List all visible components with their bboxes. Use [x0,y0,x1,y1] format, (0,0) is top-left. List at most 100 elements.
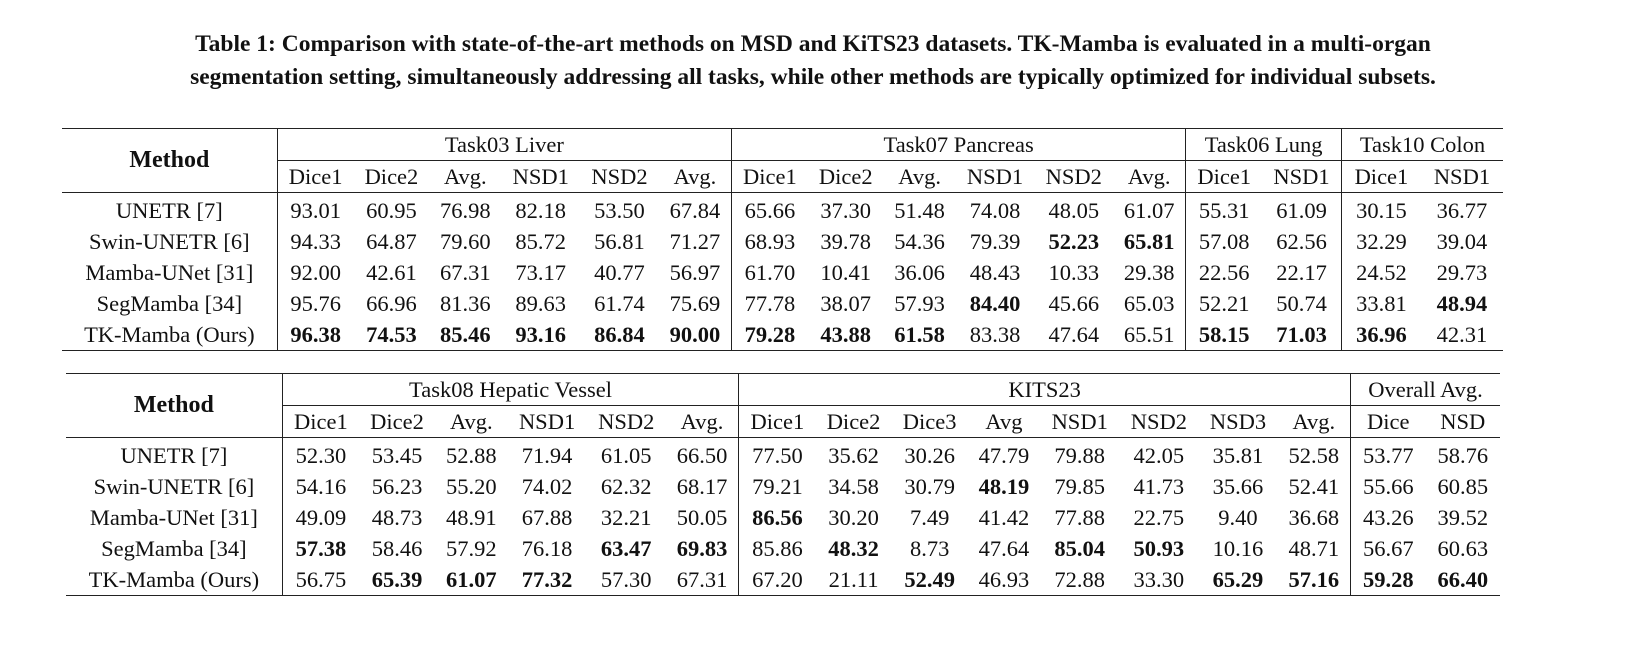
best-value: 36.96 [1356,322,1407,347]
method-header: Method [66,373,283,438]
table-cell: 9.40 [1218,505,1258,530]
table-cell: 58.46 [371,536,423,561]
best-value: 59.28 [1362,567,1414,592]
best-value: 93.16 [515,322,567,347]
column-header-row: Dice1 Dice2 Avg. NSD1 NSD2 Avg. Dice1 Dice2 Dice… [66,405,1500,438]
best-value: 61.07 [445,567,497,592]
table-cell: 92.00 [290,260,341,285]
table-cell: 68.93 [730,226,808,257]
table-cell: 54.16 [295,474,347,499]
table-cell: 57.38 [282,533,359,564]
best-value: 48.32 [828,536,879,561]
method-name: Mamba-UNet [31] [66,502,283,533]
method-name: Swin-UNETR [6] [62,226,278,257]
table-cell: 76.98 [440,198,491,223]
table-cell: 50.74 [1276,291,1327,316]
table-cell: 56.97 [669,260,721,285]
table-row: UNETR [7] 52.30 53.45 52.88 71.94 61.05 66.50 7… [66,437,1500,471]
table-cell: 62.32 [600,474,652,499]
table-cell: 85.46 [429,319,502,351]
table-cell: 65.66 [730,192,808,226]
table-cell: 24.52 [1340,257,1421,288]
table-cell: 66.40 [1425,564,1500,596]
table-cell: 62.56 [1276,229,1327,254]
table-cell: 58.15 [1185,319,1263,351]
table-cell: 67.84 [669,198,721,223]
table-cell: 48.32 [816,533,892,564]
table-row: Swin-UNETR [6] 94.33 64.87 79.60 85.72 56.81 7… [62,226,1503,257]
method-name: TK-Mamba (Ours) [62,319,278,351]
method-name: SegMamba [34] [62,288,278,319]
table-cell: 57.92 [445,536,497,561]
table-cell: 79.28 [730,319,808,351]
results-table-1: Method Task03 Liver Task07 Pancreas Task06 … [62,128,1503,351]
table-cell: 79.85 [1054,474,1105,499]
table-cell: 57.16 [1277,564,1351,596]
column-header: Dice1 [738,405,816,438]
table-cell: 42.05 [1133,443,1185,468]
table-cell: 69.83 [666,533,739,564]
table-cell: 10.16 [1212,536,1264,561]
best-value: 65.81 [1123,229,1175,254]
column-header: Avg. [883,160,956,193]
table-cell: 48.73 [371,505,423,530]
table-cell: 67.31 [665,564,739,596]
group-header: KITS23 [738,373,1351,406]
results-table-2: Method Task08 Hepatic Vessel KITS23 Overall… [66,373,1500,596]
table-cell: 93.01 [290,198,341,223]
table-cell: 67.20 [738,564,816,596]
table-cell: 36.68 [1288,505,1340,530]
table-cell: 52.88 [445,443,497,468]
table-cell: 65.51 [1113,319,1186,351]
table-cell: 85.04 [1040,533,1119,564]
table-cell: 55.20 [445,474,497,499]
table-cell: 39.04 [1436,229,1488,254]
table-cell: 61.07 [435,564,508,596]
table-cell: 74.02 [521,474,573,499]
group-header: Overall Avg. [1350,373,1500,406]
column-header: Avg. [658,160,732,193]
method-name: UNETR [7] [66,437,283,471]
column-header: NSD3 [1198,405,1278,438]
best-value: 79.28 [744,322,796,347]
table-cell: 77.50 [738,437,816,471]
table-cell: 42.61 [366,260,417,285]
table-cell: 30.20 [828,505,879,530]
best-value: 86.56 [752,505,803,530]
table-cell: 56.81 [594,229,645,254]
best-value: 43.88 [820,322,872,347]
method-name: Mamba-UNet [31] [62,257,278,288]
table-cell: 52.21 [1185,288,1263,319]
group-header: Task07 Pancreas [730,128,1186,161]
best-value: 84.40 [969,291,1021,316]
table-cell: 30.15 [1340,192,1421,226]
method-name: UNETR [7] [62,192,278,226]
table-cell: 50.93 [1119,533,1198,564]
table-cell: 65.39 [358,564,436,596]
column-header: Dice1 [730,160,808,193]
best-value: 50.93 [1133,536,1185,561]
table-cell: 61.70 [730,257,808,288]
table-cell: 30.26 [904,443,955,468]
table-cell: 79.39 [969,229,1021,254]
table-cell: 33.30 [1119,564,1199,596]
table-cell: 48.05 [1048,198,1100,223]
method-name: TK-Mamba (Ours) [66,564,283,596]
table-cell: 47.79 [978,443,1030,468]
table-cell: 29.38 [1123,260,1175,285]
column-header: Dice2 [807,160,884,193]
table-cell: 52.23 [1034,226,1113,257]
best-value: 61.58 [894,322,945,347]
table-cell: 47.64 [978,536,1030,561]
table-cell: 79.21 [738,471,816,502]
table-cell: 35.66 [1212,474,1264,499]
table-cell: 56.75 [282,564,359,596]
column-header: NSD2 [1119,405,1199,438]
table-cell: 68.17 [676,474,728,499]
table-cell: 81.36 [440,291,491,316]
table-cell: 32.29 [1340,226,1421,257]
best-value: 85.46 [440,322,491,347]
best-value: 52.23 [1048,229,1100,254]
column-header: NSD1 [955,160,1035,193]
method-name: SegMamba [34] [66,533,283,564]
